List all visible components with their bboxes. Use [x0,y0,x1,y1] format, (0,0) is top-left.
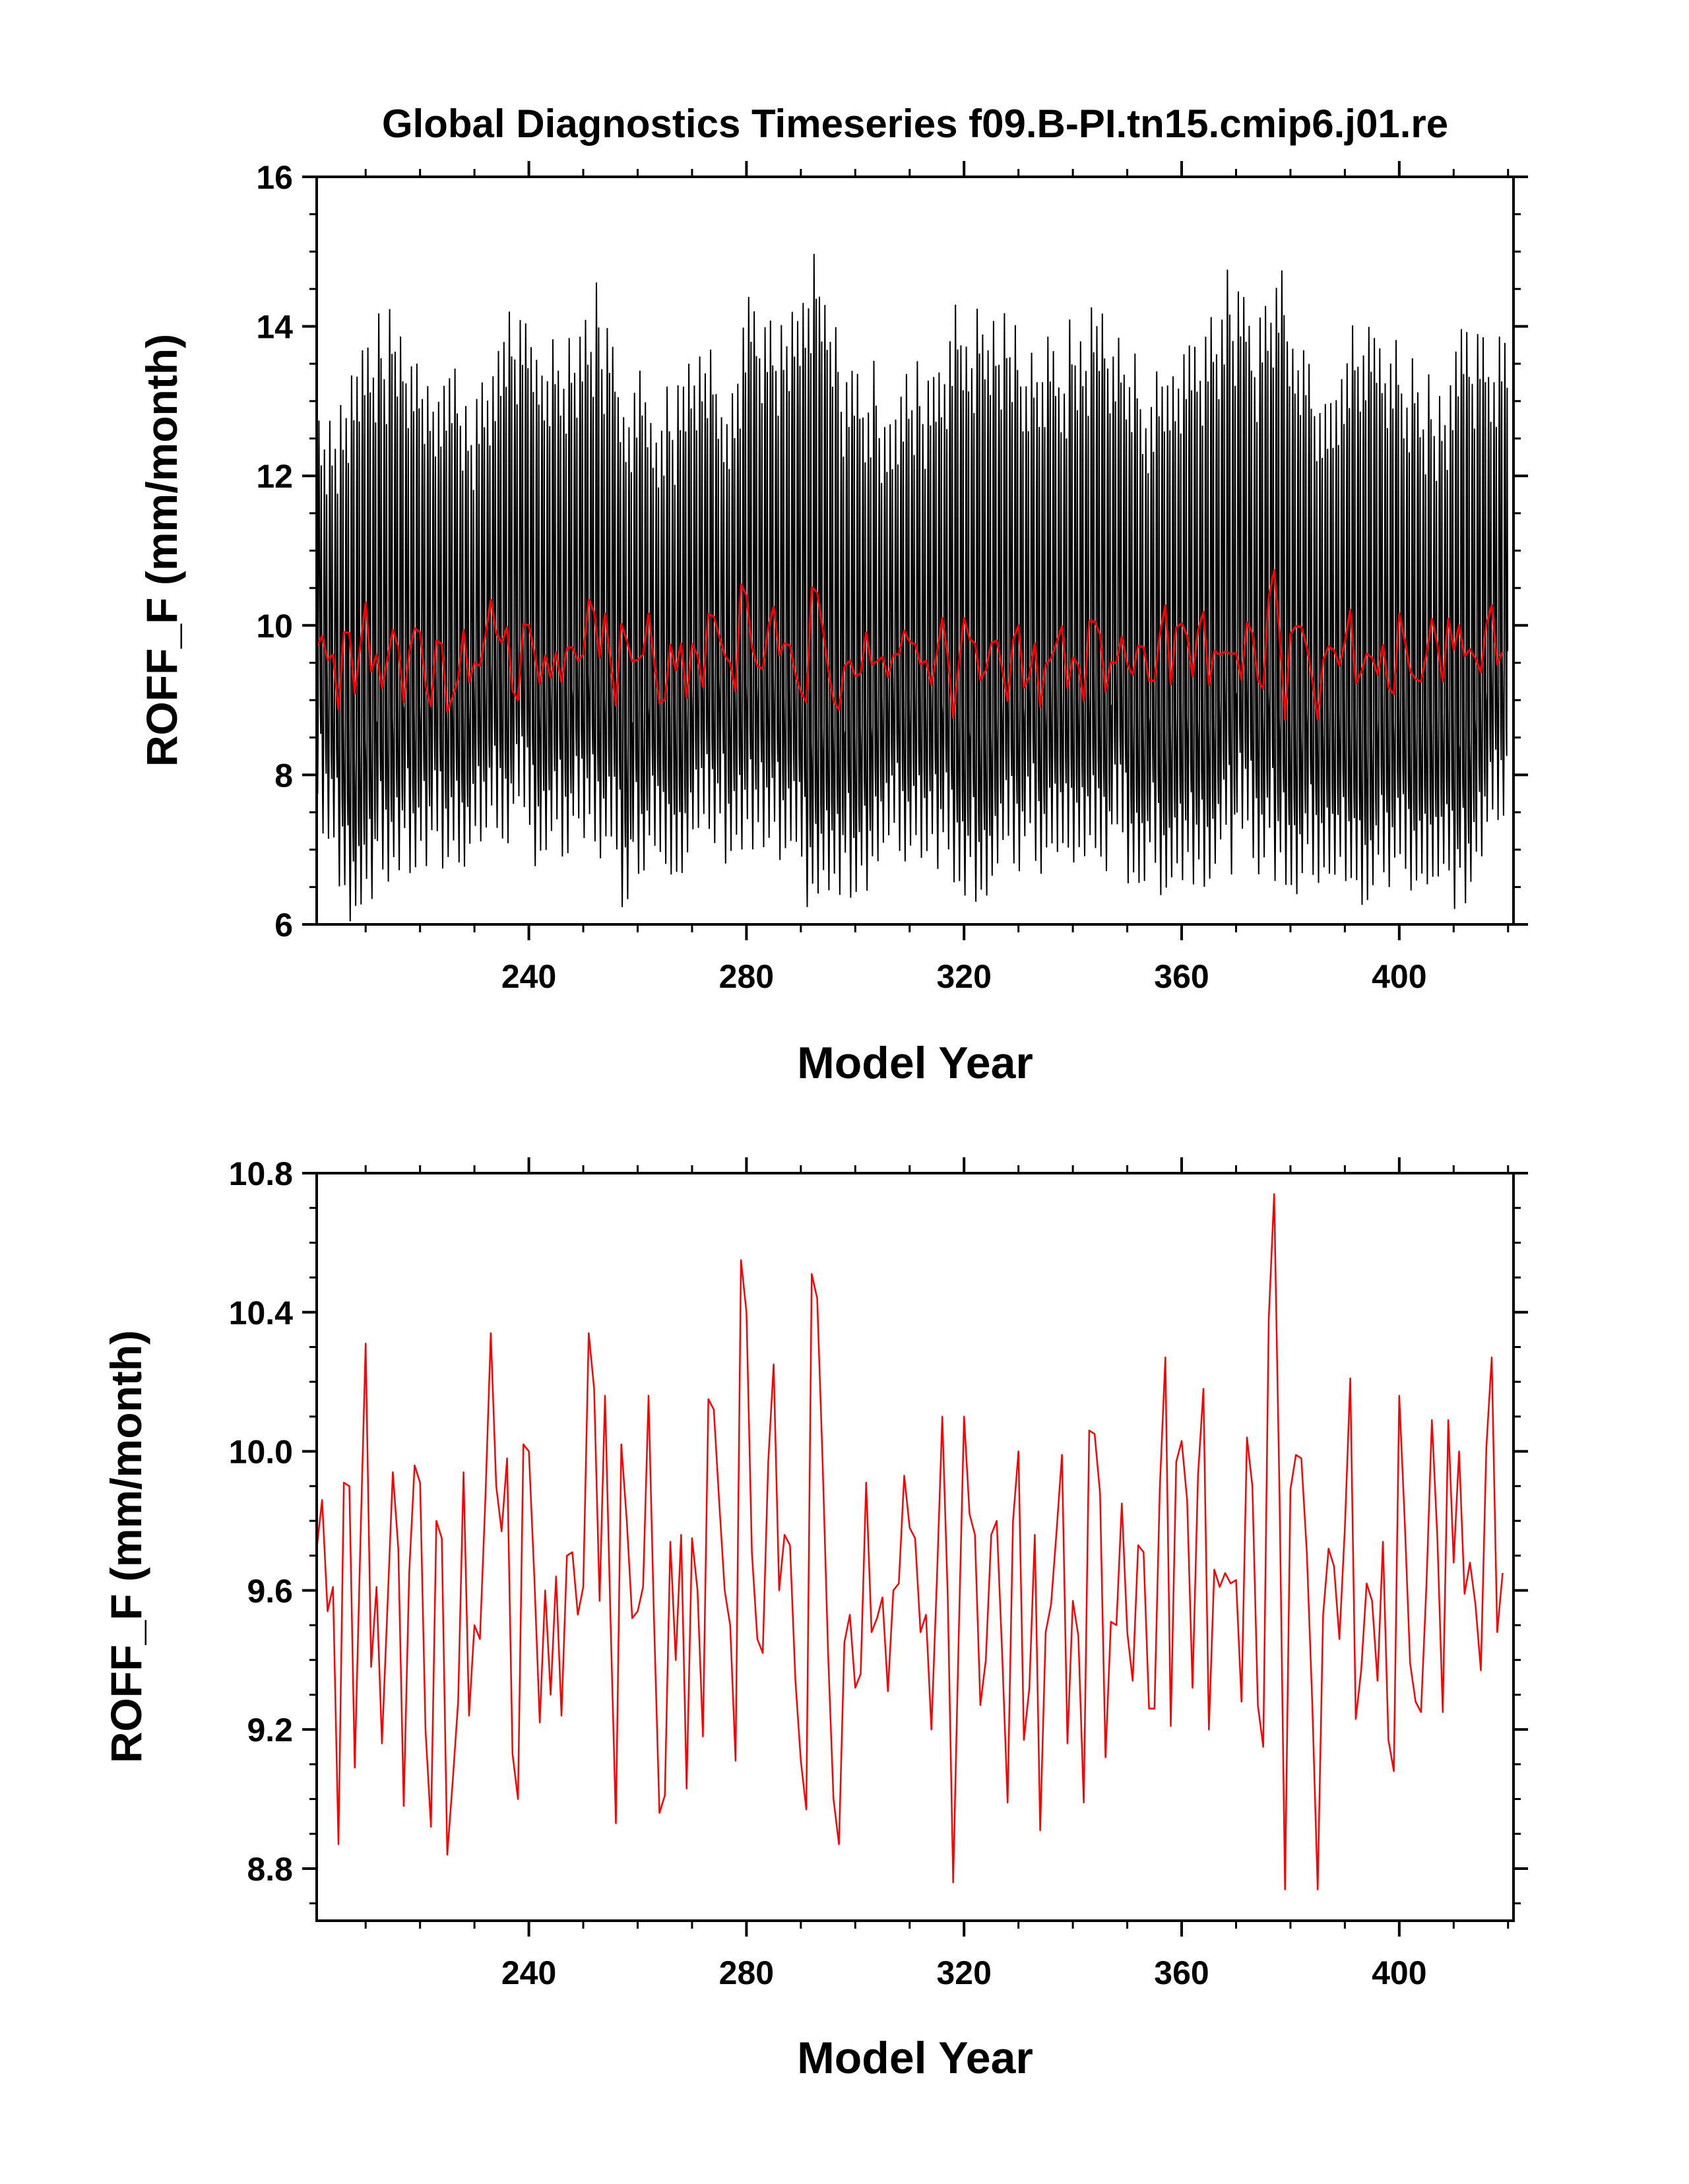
y-tick-label: 10.4 [229,1295,294,1332]
top-panel: 6 8 10 12 14 16 240 280 320 360 400 Model Year RO… [137,159,1528,1088]
y-tick-label: 6 [274,907,293,944]
x-tick-label: 240 [501,958,556,995]
x-tick-label: 280 [719,1954,774,1991]
chart-title: Global Diagnostics Timeseries f09.B-PI.t… [382,102,1448,146]
monthly-series-line [316,253,1509,922]
x-tick-label: 240 [501,1954,556,1991]
top-x-axis: 240 280 320 360 400 [364,161,1510,995]
y-tick-label: 12 [256,458,293,495]
bottom-x-axis-label: Model Year [797,2033,1033,2083]
y-tick-label: 10.8 [229,1155,293,1192]
x-tick-label: 320 [936,1954,991,1991]
y-tick-label: 9.2 [247,1712,293,1749]
top-y-axis: 6 8 10 12 14 16 [256,159,1528,944]
annual-mean-series-line [315,1193,1504,1890]
bottom-x-axis: 240 280 320 360 400 [364,1157,1510,1991]
y-tick-label: 16 [256,159,293,196]
x-tick-label: 280 [719,958,774,995]
annual-mean-series-line [315,569,1504,721]
y-tick-label: 8 [274,757,293,794]
bottom-y-axis-label: ROFF_F (mm/month) [102,1330,150,1763]
annual-mean-line [315,1193,1504,1890]
y-tick-label: 8.8 [247,1851,293,1888]
y-tick-label: 10 [256,608,293,645]
x-tick-label: 360 [1154,1954,1209,1991]
x-tick-label: 400 [1372,958,1426,995]
bottom-y-axis: 8.8 9.2 9.6 10.0 10.4 10.8 [229,1155,1528,1905]
annual-mean-line [315,569,1504,721]
top-y-axis-label: ROFF_F (mm/month) [137,334,186,767]
top-x-axis-label: Model Year [797,1038,1033,1088]
monthly-line [316,253,1509,922]
bottom-plot-frame [315,1172,1515,1922]
x-tick-label: 320 [936,958,991,995]
y-tick-label: 9.6 [247,1572,293,1609]
x-tick-label: 400 [1372,1954,1426,1991]
y-tick-label: 10.0 [229,1434,293,1471]
y-tick-label: 14 [256,309,293,346]
bottom-panel: 8.8 9.2 9.6 10.0 10.4 10.8 240 280 320 360 400 Mo… [102,1155,1528,2083]
x-tick-label: 360 [1154,958,1209,995]
